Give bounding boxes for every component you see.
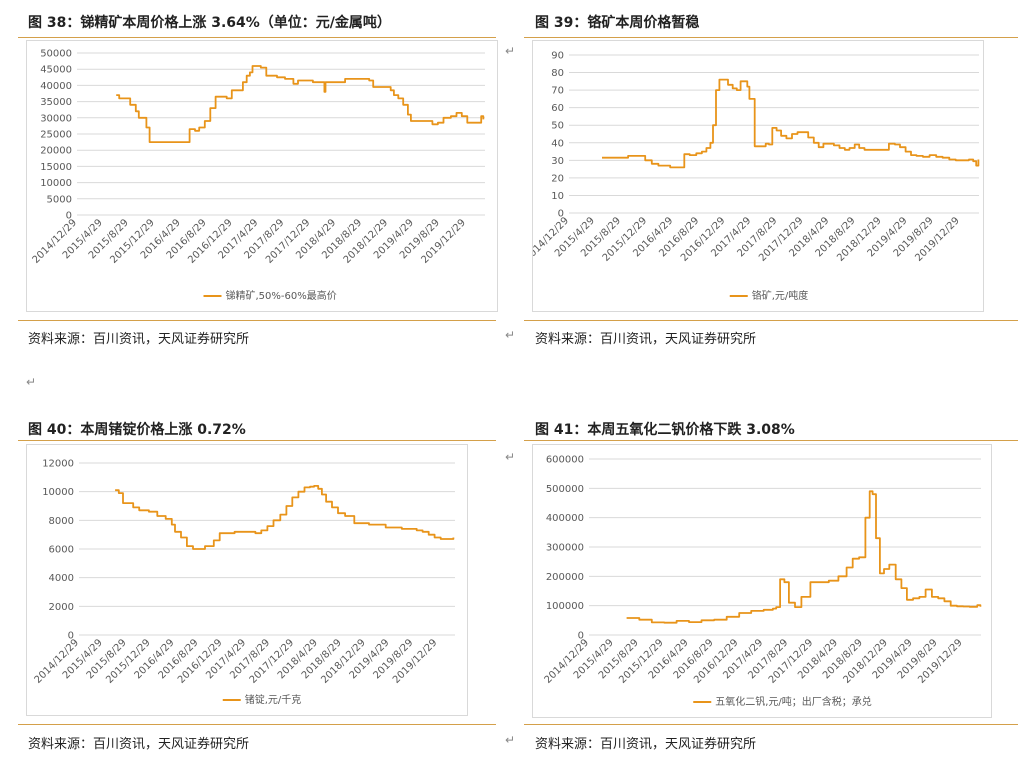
y-tick-label: 80: [551, 68, 564, 79]
y-tick-label: 15000: [40, 162, 72, 173]
y-tick-label: 10000: [42, 487, 74, 498]
source-rule: [18, 320, 496, 321]
title-rule: [18, 440, 496, 441]
title-rule: [524, 440, 1018, 441]
y-tick-label: 100000: [546, 601, 584, 612]
y-tick-label: 500000: [546, 484, 584, 495]
figure-title: 图 38：锑精矿本周价格上涨 3.64%（单位：元/金属吨）: [28, 15, 391, 31]
title-rule: [524, 37, 1018, 38]
legend-label: 五氧化二钒,元/吨；出厂含税；承兑: [715, 695, 872, 708]
y-tick-label: 10: [551, 191, 564, 202]
y-tick-label: 25000: [40, 130, 72, 141]
source-rule: [524, 320, 1018, 321]
y-tick-label: 300000: [546, 543, 584, 554]
source-rule: [18, 724, 496, 725]
chart-svg: 01020304050607080902014/12/292015/4/2920…: [533, 51, 980, 302]
source-note: 资料来源：百川资讯，天风证券研究所: [28, 737, 250, 752]
chart-svg: 0 5000 10000 15000 20000 25000 30000 35000 40000…: [31, 49, 485, 302]
y-tick-label: 400000: [546, 513, 584, 524]
y-tick-label: 0: [68, 631, 74, 642]
chart-svg: 0200040006000800010000120002014/12/29201…: [33, 459, 455, 706]
y-tick-label: 90: [551, 51, 564, 62]
y-tick-label: 30: [551, 156, 564, 167]
figure-title: 图 41：本周五氧化二钒价格下跌 3.08%: [535, 422, 795, 438]
y-tick-label: 20: [551, 173, 564, 184]
source-note: 资料来源：百川资讯，天风证券研究所: [28, 332, 250, 347]
return-mark-icon: ↵: [505, 450, 516, 464]
series-line: [116, 65, 485, 143]
chart-area: 0 5000 10000 15000 20000 25000 30000 35000 40000…: [26, 40, 498, 312]
y-tick-label: 40000: [40, 81, 72, 92]
series-line: [115, 485, 455, 550]
y-tick-label: 200000: [546, 572, 584, 583]
y-tick-label: 60: [551, 103, 564, 114]
chart-area: 0 100000 200000 300000 400000 500000 600000 201…: [532, 444, 992, 718]
chart-svg: 0100000200000300000400000500000600000201…: [543, 455, 982, 708]
figure-title: 图 40：本周锗锭价格上涨 0.72%: [28, 422, 246, 438]
legend-label: 铬矿,元/吨度: [752, 289, 809, 302]
source-note: 资料来源：百川资讯，天风证券研究所: [535, 737, 757, 752]
return-mark-icon: ↵: [26, 375, 37, 389]
chart-area: 0 2000 4000 6000 8000 10000 12000 2014/12/29 201…: [26, 444, 468, 716]
source-rule: [524, 724, 1018, 725]
y-tick-label: 35000: [40, 97, 72, 108]
y-tick-label: 10000: [40, 178, 72, 189]
series-line: [602, 78, 980, 169]
y-tick-label: 2000: [49, 602, 74, 613]
y-tick-label: 600000: [546, 455, 584, 466]
y-tick-label: 8000: [49, 516, 74, 527]
y-tick-label: 5000: [47, 194, 72, 205]
y-tick-label: 4000: [49, 573, 74, 584]
return-mark-icon: ↵: [505, 328, 516, 342]
figure-title: 图 39：铬矿本周价格暂稳: [535, 15, 700, 31]
y-tick-label: 50000: [40, 49, 72, 60]
y-tick-label: 0: [578, 631, 584, 642]
legend-label: 锑精矿,50%-60%最高价: [226, 289, 337, 302]
y-tick-label: 50: [551, 121, 564, 132]
return-mark-icon: ↵: [505, 44, 516, 58]
legend-label: 锗锭,元/千克: [245, 693, 302, 706]
y-tick-label: 12000: [42, 459, 74, 470]
y-tick-label: 40: [551, 138, 564, 149]
source-note: 资料来源：百川资讯，天风证券研究所: [535, 332, 757, 347]
y-tick-label: 30000: [40, 113, 72, 124]
y-tick-label: 6000: [49, 545, 74, 556]
y-tick-label: 45000: [40, 65, 72, 76]
y-tick-label: 20000: [40, 146, 72, 157]
series-line: [626, 490, 982, 624]
chart-area: 0 10 20 30 40 50 60 70 80 90 2014/12/29 2015/4/29 20…: [532, 40, 984, 312]
title-rule: [18, 37, 496, 38]
y-tick-label: 70: [551, 86, 564, 97]
y-tick-label: 0: [66, 211, 72, 222]
y-tick-label: 0: [558, 209, 564, 220]
return-mark-icon: ↵: [505, 733, 516, 747]
